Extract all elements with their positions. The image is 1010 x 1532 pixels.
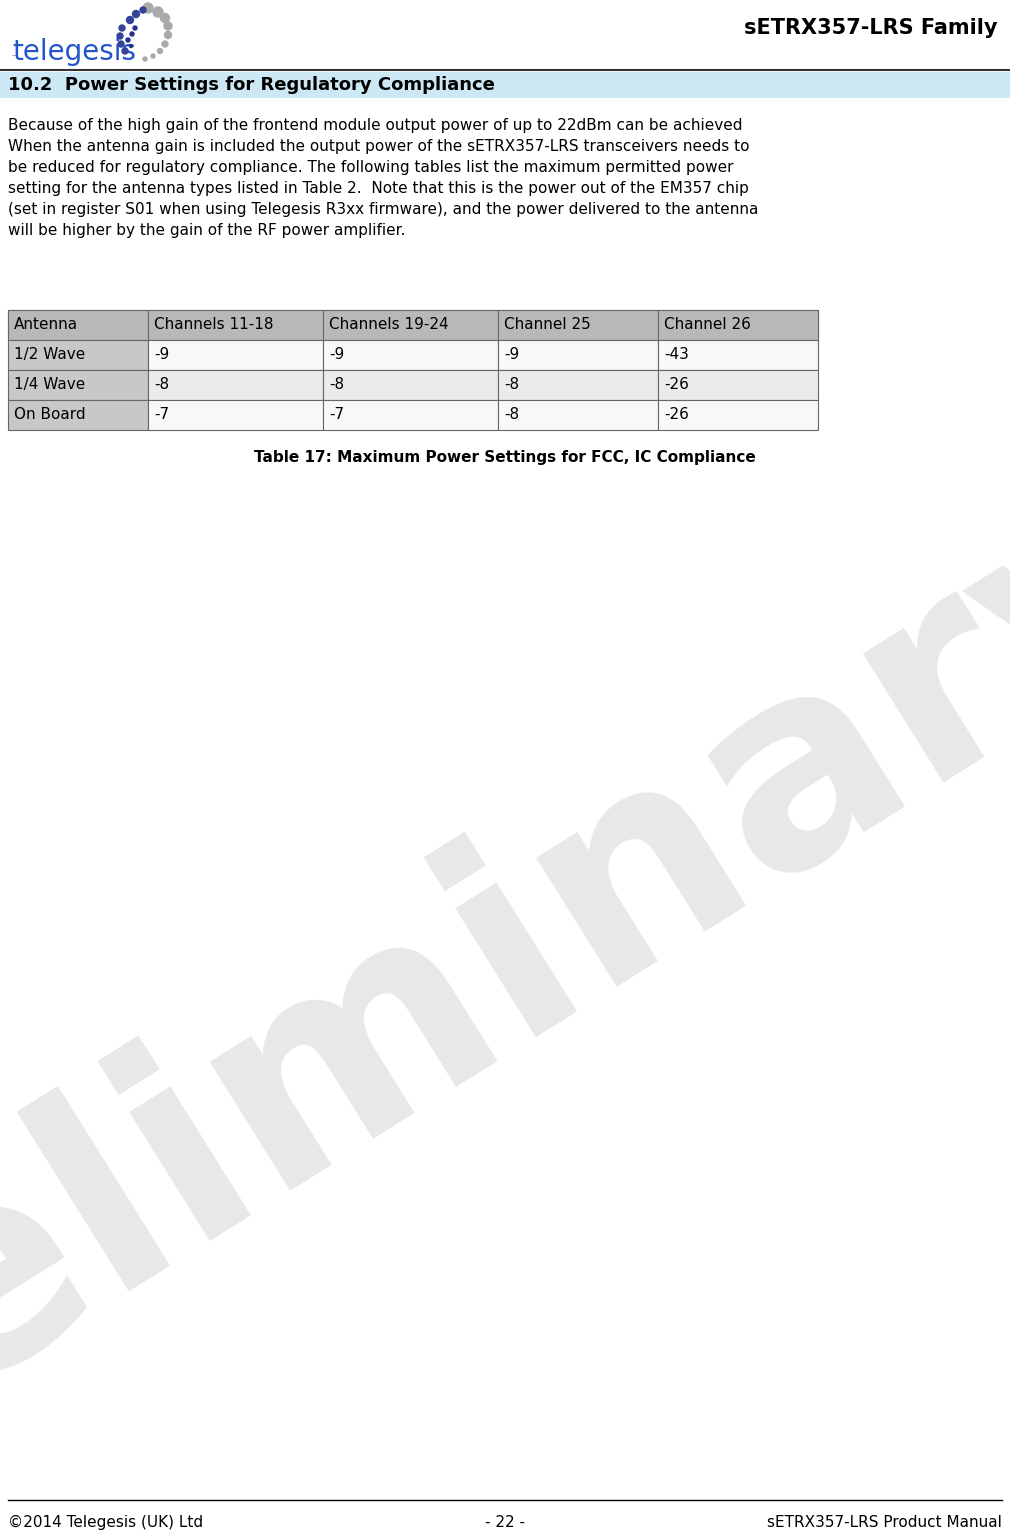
Bar bbox=[498, 340, 658, 371]
Bar bbox=[658, 400, 818, 430]
Text: Channels 19-24: Channels 19-24 bbox=[329, 317, 448, 332]
Circle shape bbox=[158, 49, 163, 54]
Bar bbox=[8, 371, 148, 400]
Circle shape bbox=[140, 8, 146, 12]
Text: sETRX357-LRS Family: sETRX357-LRS Family bbox=[744, 18, 998, 38]
Bar bbox=[498, 371, 658, 400]
Text: On Board: On Board bbox=[14, 408, 86, 421]
Text: be reduced for regulatory compliance. The following tables list the maximum perm: be reduced for regulatory compliance. Th… bbox=[8, 159, 733, 175]
Bar bbox=[323, 340, 498, 371]
Text: (set in register S01 when using Telegesis R3xx firmware), and the power delivere: (set in register S01 when using Telegesi… bbox=[8, 202, 759, 218]
Circle shape bbox=[122, 47, 128, 54]
Text: -7: -7 bbox=[154, 408, 169, 421]
Circle shape bbox=[130, 32, 134, 35]
Circle shape bbox=[129, 44, 132, 47]
Text: Antenna: Antenna bbox=[14, 317, 78, 332]
Text: Because of the high gain of the frontend module output power of up to 22dBm can : Because of the high gain of the frontend… bbox=[8, 118, 742, 133]
Text: will be higher by the gain of the RF power amplifier.: will be higher by the gain of the RF pow… bbox=[8, 224, 405, 237]
Text: 1/4 Wave: 1/4 Wave bbox=[14, 377, 85, 392]
Bar bbox=[0, 72, 1010, 98]
Text: When the antenna gain is included the output power of the sETRX357-LRS transceiv: When the antenna gain is included the ou… bbox=[8, 139, 749, 155]
Circle shape bbox=[143, 57, 147, 61]
Bar bbox=[323, 371, 498, 400]
Bar bbox=[658, 340, 818, 371]
Text: -26: -26 bbox=[664, 377, 689, 392]
Text: -8: -8 bbox=[329, 377, 344, 392]
Bar bbox=[658, 371, 818, 400]
Bar bbox=[148, 309, 323, 340]
Text: sETRX357-LRS Product Manual: sETRX357-LRS Product Manual bbox=[768, 1515, 1002, 1530]
Text: -7: -7 bbox=[329, 408, 344, 421]
Bar bbox=[658, 309, 818, 340]
Text: -8: -8 bbox=[154, 377, 169, 392]
Circle shape bbox=[161, 14, 170, 23]
Text: ©2014 Telegesis (UK) Ltd: ©2014 Telegesis (UK) Ltd bbox=[8, 1515, 203, 1530]
Circle shape bbox=[118, 41, 124, 47]
Bar bbox=[323, 400, 498, 430]
Circle shape bbox=[132, 11, 139, 17]
Bar bbox=[498, 309, 658, 340]
Text: 10.2  Power Settings for Regulatory Compliance: 10.2 Power Settings for Regulatory Compl… bbox=[8, 77, 495, 93]
Text: - 22 -: - 22 - bbox=[485, 1515, 525, 1530]
Bar bbox=[8, 340, 148, 371]
Bar bbox=[8, 309, 148, 340]
Circle shape bbox=[165, 32, 172, 38]
Text: -8: -8 bbox=[504, 408, 519, 421]
Text: 1/2 Wave: 1/2 Wave bbox=[14, 348, 85, 362]
Text: -8: -8 bbox=[504, 377, 519, 392]
Text: -9: -9 bbox=[154, 348, 170, 362]
Text: Channel 25: Channel 25 bbox=[504, 317, 591, 332]
Circle shape bbox=[152, 54, 155, 58]
Bar bbox=[323, 309, 498, 340]
Circle shape bbox=[164, 21, 172, 31]
Bar bbox=[8, 400, 148, 430]
Bar bbox=[8, 309, 818, 340]
Text: -9: -9 bbox=[504, 348, 519, 362]
Text: telegesis: telegesis bbox=[12, 38, 136, 66]
Text: Preliminary: Preliminary bbox=[0, 432, 1010, 1532]
Circle shape bbox=[133, 26, 137, 31]
Bar bbox=[148, 340, 323, 371]
Text: -9: -9 bbox=[329, 348, 344, 362]
Text: Channel 26: Channel 26 bbox=[664, 317, 750, 332]
Text: -43: -43 bbox=[664, 348, 689, 362]
Text: setting for the antenna types listed in Table 2.  Note that this is the power ou: setting for the antenna types listed in … bbox=[8, 181, 748, 196]
Circle shape bbox=[126, 38, 130, 41]
Text: -26: -26 bbox=[664, 408, 689, 421]
Bar bbox=[498, 400, 658, 430]
Circle shape bbox=[119, 25, 125, 31]
Circle shape bbox=[162, 41, 168, 47]
Text: Channels 11-18: Channels 11-18 bbox=[154, 317, 274, 332]
Bar bbox=[148, 371, 323, 400]
Text: Table 17: Maximum Power Settings for FCC, IC Compliance: Table 17: Maximum Power Settings for FCC… bbox=[255, 450, 755, 466]
Circle shape bbox=[117, 34, 123, 38]
Circle shape bbox=[126, 17, 133, 23]
Circle shape bbox=[153, 8, 163, 17]
Bar bbox=[148, 400, 323, 430]
Circle shape bbox=[143, 3, 153, 12]
